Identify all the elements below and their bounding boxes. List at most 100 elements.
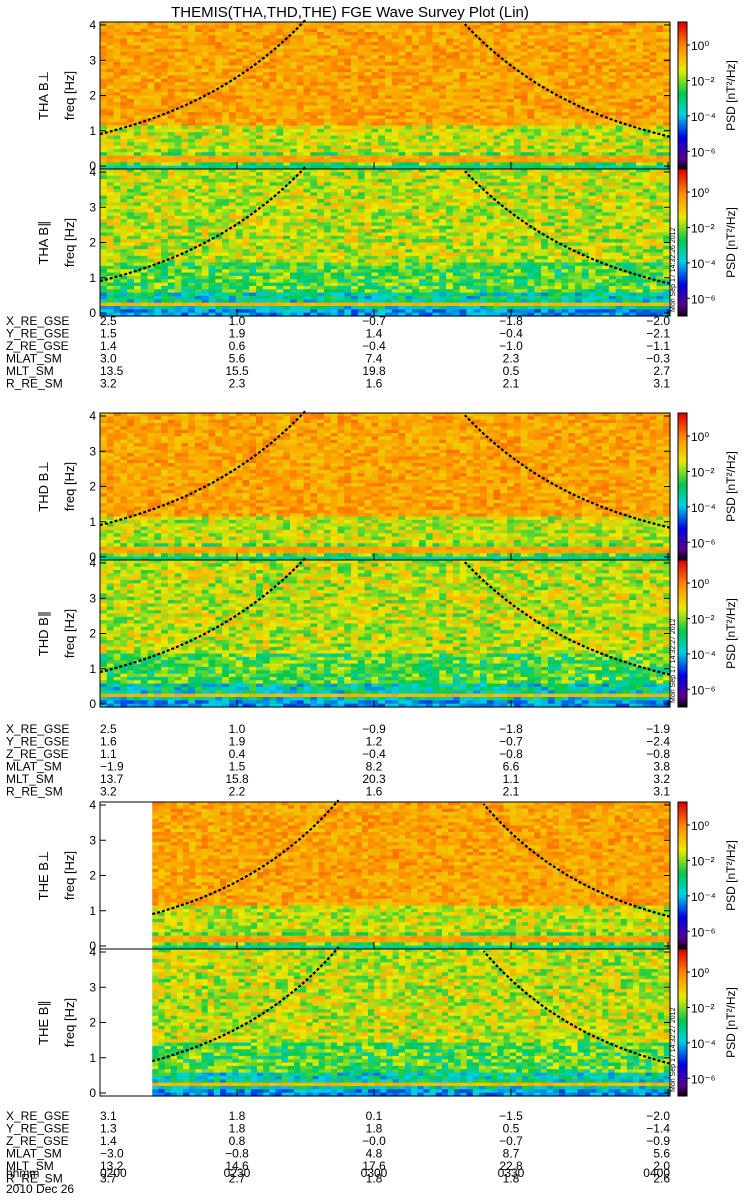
- y-tick-label: 0: [89, 306, 96, 320]
- colorbar-tick-label: 10⁻⁴: [691, 890, 716, 904]
- creation-stamp: Mon Sep 17 14:32:26 2012: [670, 227, 677, 312]
- ephemeris-table: X_RE_GSE 2.5 1.0 −0.9 −1.8 −1.9Y_RE_GSE 1.6 1.9…: [6, 722, 670, 799]
- colorbar-tick-label: 10⁻⁶: [691, 683, 716, 697]
- panel-ylabel: THD B∥: [36, 611, 51, 657]
- y-tick-label: 2: [89, 869, 96, 883]
- colorbar-tick-label: 10⁰: [691, 966, 709, 980]
- ephemeris-row-name: R_RE_SM: [6, 785, 63, 799]
- y-tick-label: 2: [89, 236, 96, 250]
- colorbar-tick-label: 10⁻²: [691, 465, 715, 479]
- colorbar-tick-label: 10⁻⁶: [691, 536, 716, 550]
- y-tick-label: 1: [89, 515, 96, 529]
- colorbar-label: PSD [nT²/Hz]: [724, 60, 738, 131]
- y-tick-label: 2: [89, 89, 96, 103]
- y-tick-label: 1: [89, 1051, 96, 1065]
- ephemeris-value: 1.6: [366, 377, 383, 391]
- y-tick-label: 4: [89, 409, 96, 423]
- colorbar-tick-label: 10⁻⁶: [691, 145, 716, 159]
- y-tick-label: 4: [89, 798, 96, 812]
- ephemeris-value: 1.6: [366, 785, 383, 799]
- probe-group-tha: 0 1 2 3 4 THA B⊥ freq [Hz] 10⁰ 10⁻² 10⁻⁴ 10⁻⁶ PSD […: [6, 18, 738, 391]
- colorbar-tick-label: 10⁻⁴: [691, 501, 716, 515]
- colorbar-tick-label: 10⁻²: [691, 74, 715, 88]
- y-tick-label: 0: [89, 697, 96, 711]
- colorbar-tick-label: 10⁰: [691, 430, 709, 444]
- colorbar-tick-label: 10⁻²: [691, 1001, 715, 1015]
- colorbar-label: PSD [nT²/Hz]: [724, 987, 738, 1058]
- colorbar-tick-label: 10⁰: [691, 819, 709, 833]
- ephemeris-value: 2.3: [229, 377, 246, 391]
- colorbar-label: PSD [nT²/Hz]: [724, 451, 738, 522]
- time-tick-label: 0200: [100, 1166, 127, 1180]
- colorbar-tick-label: 10⁻⁴: [691, 110, 716, 124]
- ephemeris-value: 2.1: [503, 377, 520, 391]
- panel-ylabel: THA B⊥: [36, 71, 51, 120]
- y-tick-label: 1: [89, 124, 96, 138]
- panel-unit-label: freq [Hz]: [62, 218, 77, 267]
- ephemeris-table: X_RE_GSE 2.5 1.0 −0.7 −1.8 −2.0Y_RE_GSE 1.5 1.9…: [6, 314, 670, 391]
- ephemeris-row-name: R_RE_SM: [6, 377, 63, 391]
- ephemeris-value: 2.1: [503, 785, 520, 799]
- time-tick-label: 0330: [498, 1166, 525, 1180]
- time-tick-labels: 0200 0230 0300 0330 0400: [100, 1166, 670, 1180]
- y-tick-label: 3: [89, 591, 96, 605]
- ephemeris-value: 3.1: [653, 785, 670, 799]
- y-tick-label: 4: [89, 556, 96, 570]
- y-tick-label: 3: [89, 444, 96, 458]
- y-tick-label: 2: [89, 480, 96, 494]
- colorbar-tick-label: 10⁻²: [691, 612, 715, 626]
- figure-title: THEMIS(THA,THD,THE) FGE Wave Survey Plot…: [171, 4, 529, 21]
- panel-unit-label: freq [Hz]: [62, 998, 77, 1047]
- panel-unit-label: freq [Hz]: [62, 71, 77, 120]
- time-tick-label: 0400: [643, 1166, 670, 1180]
- panel-unit-label: freq [Hz]: [62, 609, 77, 658]
- ephemeris-value: 3.1: [653, 377, 670, 391]
- colorbar-label: PSD [nT²/Hz]: [724, 207, 738, 278]
- y-tick-label: 1: [89, 904, 96, 918]
- colorbar-tick-label: 10⁻⁴: [691, 257, 716, 271]
- y-tick-label: 3: [89, 200, 96, 214]
- colorbar-tick-label: 10⁻⁴: [691, 648, 716, 662]
- y-tick-label: 0: [89, 1086, 96, 1100]
- date-label: 2010 Dec 26: [6, 1182, 74, 1196]
- colorbar-tick-label: 10⁻²: [691, 221, 715, 235]
- y-tick-label: 1: [89, 271, 96, 285]
- y-tick-label: 3: [89, 833, 96, 847]
- panel-unit-label: freq [Hz]: [62, 462, 77, 511]
- y-tick-label: 3: [89, 980, 96, 994]
- creation-stamp: Mon Sep 17 14:32:27 2012: [670, 618, 677, 703]
- colorbar-tick-label: 10⁰: [691, 39, 709, 53]
- y-tick-label: 2: [89, 1016, 96, 1030]
- panel-ylabel: THE B∥: [36, 1000, 51, 1045]
- ephemeris-value: 3.2: [100, 785, 117, 799]
- colorbar-tick-label: 10⁻²: [691, 854, 715, 868]
- y-tick-label: 3: [89, 53, 96, 67]
- colorbar-tick-label: 10⁰: [691, 577, 709, 591]
- y-tick-label: 4: [89, 945, 96, 959]
- y-tick-label: 1: [89, 662, 96, 676]
- probe-group-the: 0 1 2 3 4 THE B⊥ freq [Hz] 10⁰ 10⁻² 10⁻⁴ 10⁻⁶ PSD […: [6, 798, 738, 1186]
- panel-ylabel: THA B∥: [36, 220, 51, 264]
- y-tick-label: 4: [89, 18, 96, 32]
- colorbar-tick-label: 10⁻⁶: [691, 925, 716, 939]
- plot-area: 0 1 2 3 4 THA B⊥ freq [Hz] 10⁰ 10⁻² 10⁻⁴ 10⁻⁶ PSD […: [6, 18, 738, 1186]
- colorbar-tick-label: 10⁰: [691, 186, 709, 200]
- panel-ylabel: THD B⊥: [36, 461, 51, 511]
- hhmm-label: hhmm: [6, 1166, 39, 1180]
- colorbar-tick-label: 10⁻⁶: [691, 1072, 716, 1086]
- probe-group-thd: 0 1 2 3 4 THD B⊥ freq [Hz] 10⁰ 10⁻² 10⁻⁴ 10⁻⁶ PSD […: [6, 409, 738, 799]
- colorbar-label: PSD [nT²/Hz]: [724, 840, 738, 911]
- ephemeris-value: 2.2: [229, 785, 246, 799]
- panel-ylabel: THE B⊥: [36, 851, 51, 901]
- time-tick-label: 0230: [224, 1166, 251, 1180]
- creation-stamp: Mon Sep 17 14:32:27 2012: [670, 1007, 677, 1092]
- colorbar-label: PSD [nT²/Hz]: [724, 598, 738, 669]
- y-tick-label: 4: [89, 165, 96, 179]
